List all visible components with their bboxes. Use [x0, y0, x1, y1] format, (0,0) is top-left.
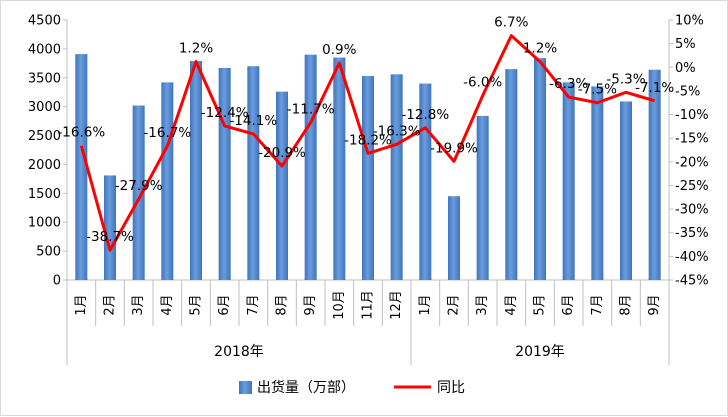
yoy-data-label: -18.2%	[344, 132, 392, 148]
category-label: 4月	[504, 294, 519, 315]
yoy-data-label: 1.2%	[523, 41, 557, 57]
shipment-bar	[132, 105, 145, 280]
category-label: 8月	[275, 294, 290, 315]
right-tick-label: -5%	[675, 84, 700, 99]
category-label: 11月	[361, 290, 376, 320]
right-tick-label: 0%	[675, 61, 696, 76]
right-tick-label: -25%	[675, 179, 709, 194]
shipment-bar	[448, 196, 460, 280]
category-label: 8月	[619, 294, 634, 315]
left-tick-label: 2500	[28, 129, 61, 144]
category-label: 9月	[647, 294, 662, 315]
category-label: 2月	[447, 294, 462, 315]
right-tick-label: -35%	[675, 226, 709, 241]
shipment-bar	[534, 58, 546, 281]
category-label: 2月	[103, 294, 118, 315]
shipment-bar	[190, 61, 202, 281]
shipment-bar	[218, 67, 231, 280]
shipment-bar	[104, 175, 116, 280]
yoy-data-label: -7.1%	[635, 80, 674, 96]
left-tick-label: 4000	[28, 42, 61, 57]
shipment-bar	[591, 86, 604, 280]
category-label: 5月	[189, 294, 204, 315]
yoy-data-label: -6.0%	[463, 75, 502, 91]
left-tick-label: 4500	[28, 14, 61, 29]
shipment-bar	[390, 74, 403, 280]
yoy-data-label: -27.9%	[115, 178, 163, 194]
yoy-data-label: 0.9%	[322, 42, 356, 58]
shipment-bar	[476, 115, 489, 281]
yoy-data-label: -38.7%	[86, 229, 134, 245]
category-label: 7月	[246, 294, 261, 315]
left-tick-label: 500	[36, 245, 61, 260]
yoy-data-label: -14.1%	[229, 113, 277, 129]
left-tick-label: 2000	[28, 158, 61, 173]
category-label: 3月	[131, 294, 146, 315]
shipment-bar	[276, 91, 288, 281]
year-label: 2018年	[214, 344, 264, 360]
right-tick-label: -10%	[675, 108, 709, 123]
shipment-bar	[247, 66, 260, 280]
right-tick-label: -45%	[675, 274, 709, 289]
category-label: 3月	[475, 294, 490, 315]
shipment-bar	[161, 82, 174, 281]
shipment-bar	[648, 69, 661, 280]
right-tick-label: -20%	[675, 155, 709, 170]
shipment-bar	[304, 54, 317, 280]
yoy-data-label: -7.5%	[578, 82, 617, 98]
right-tick-label: -15%	[675, 132, 709, 147]
category-label: 12月	[389, 290, 404, 320]
year-label: 2019年	[515, 344, 565, 360]
shipment-bar	[333, 57, 346, 280]
legend-line-label: 同比	[437, 380, 465, 396]
shipment-bar	[562, 82, 575, 281]
yoy-data-label: -6.3%	[549, 76, 588, 92]
yoy-data-label: -5.3%	[606, 71, 645, 87]
yoy-data-label: -20.9%	[258, 145, 306, 161]
shipment-bar	[75, 54, 88, 280]
yoy-line	[79, 34, 656, 252]
legend-bar-swatch	[239, 381, 252, 394]
category-label: 6月	[217, 294, 232, 315]
left-tick-label: 1500	[28, 187, 61, 202]
left-tick-label: 3500	[28, 71, 61, 86]
category-label: 5月	[533, 294, 548, 315]
yoy-data-label: -19.9%	[430, 140, 478, 156]
right-tick-label: -40%	[675, 250, 709, 265]
yoy-data-label: 6.7%	[494, 15, 528, 31]
left-tick-label: 3000	[28, 100, 61, 115]
yoy-data-label: -16.3%	[373, 123, 421, 139]
left-tick-label: 0	[53, 274, 61, 289]
yoy-data-label: 1.2%	[179, 41, 213, 57]
category-label: 1月	[74, 294, 89, 315]
yoy-data-label: -11.7%	[287, 102, 335, 118]
category-label: 1月	[418, 294, 433, 315]
yoy-data-label: -12.8%	[401, 107, 449, 123]
category-label: 7月	[590, 294, 605, 315]
category-label: 9月	[303, 294, 318, 315]
right-tick-label: -30%	[675, 203, 709, 218]
yoy-data-label: -16.7%	[143, 125, 191, 141]
shipment-bar	[505, 69, 518, 280]
shipment-bar	[362, 76, 374, 281]
legend-bar-label: 出货量（万部）	[257, 379, 355, 396]
shipment-bar	[620, 101, 632, 280]
yoy-data-label: -12.4%	[201, 105, 249, 121]
left-tick-label: 1000	[28, 216, 61, 231]
category-label: 6月	[561, 294, 576, 315]
right-tick-label: 10%	[675, 14, 704, 29]
yoy-data-label: -16.6%	[57, 125, 105, 141]
category-label: 10月	[332, 290, 347, 320]
category-label: 4月	[160, 294, 175, 315]
right-tick-label: 5%	[675, 37, 696, 52]
